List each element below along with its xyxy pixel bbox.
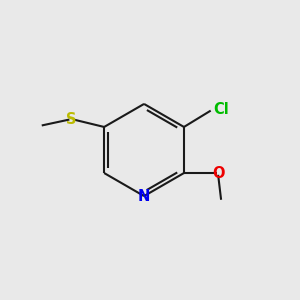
Text: Cl: Cl xyxy=(214,102,230,117)
Text: N: N xyxy=(138,189,150,204)
Text: O: O xyxy=(212,166,224,181)
Text: S: S xyxy=(66,112,77,127)
